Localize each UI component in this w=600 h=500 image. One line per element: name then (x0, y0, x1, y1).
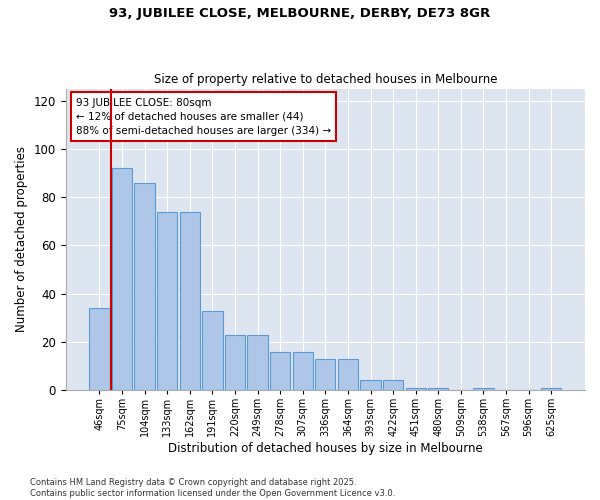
Bar (225, 334, 245, 390)
Bar (247, 334, 268, 390)
Text: 93, JUBILEE CLOSE, MELBOURNE, DERBY, DE73 8GR: 93, JUBILEE CLOSE, MELBOURNE, DERBY, DE7… (109, 8, 491, 20)
Bar (383, 380, 403, 390)
Bar (315, 359, 335, 390)
Bar (428, 388, 448, 390)
Bar (112, 168, 132, 390)
Bar (293, 352, 313, 390)
Bar (202, 310, 223, 390)
Bar (270, 352, 290, 390)
Text: 93 JUBILEE CLOSE: 80sqm
← 12% of detached houses are smaller (44)
88% of semi-de: 93 JUBILEE CLOSE: 80sqm ← 12% of detache… (76, 98, 331, 136)
Bar (179, 212, 200, 390)
Bar (338, 359, 358, 390)
Bar (473, 388, 494, 390)
Bar (134, 182, 155, 390)
Bar (157, 212, 178, 390)
Bar (89, 308, 110, 390)
Bar (541, 388, 562, 390)
Text: Contains HM Land Registry data © Crown copyright and database right 2025.
Contai: Contains HM Land Registry data © Crown c… (30, 478, 395, 498)
Y-axis label: Number of detached properties: Number of detached properties (15, 146, 28, 332)
Bar (361, 380, 380, 390)
Bar (406, 388, 426, 390)
X-axis label: Distribution of detached houses by size in Melbourne: Distribution of detached houses by size … (168, 442, 483, 455)
Title: Size of property relative to detached houses in Melbourne: Size of property relative to detached ho… (154, 73, 497, 86)
